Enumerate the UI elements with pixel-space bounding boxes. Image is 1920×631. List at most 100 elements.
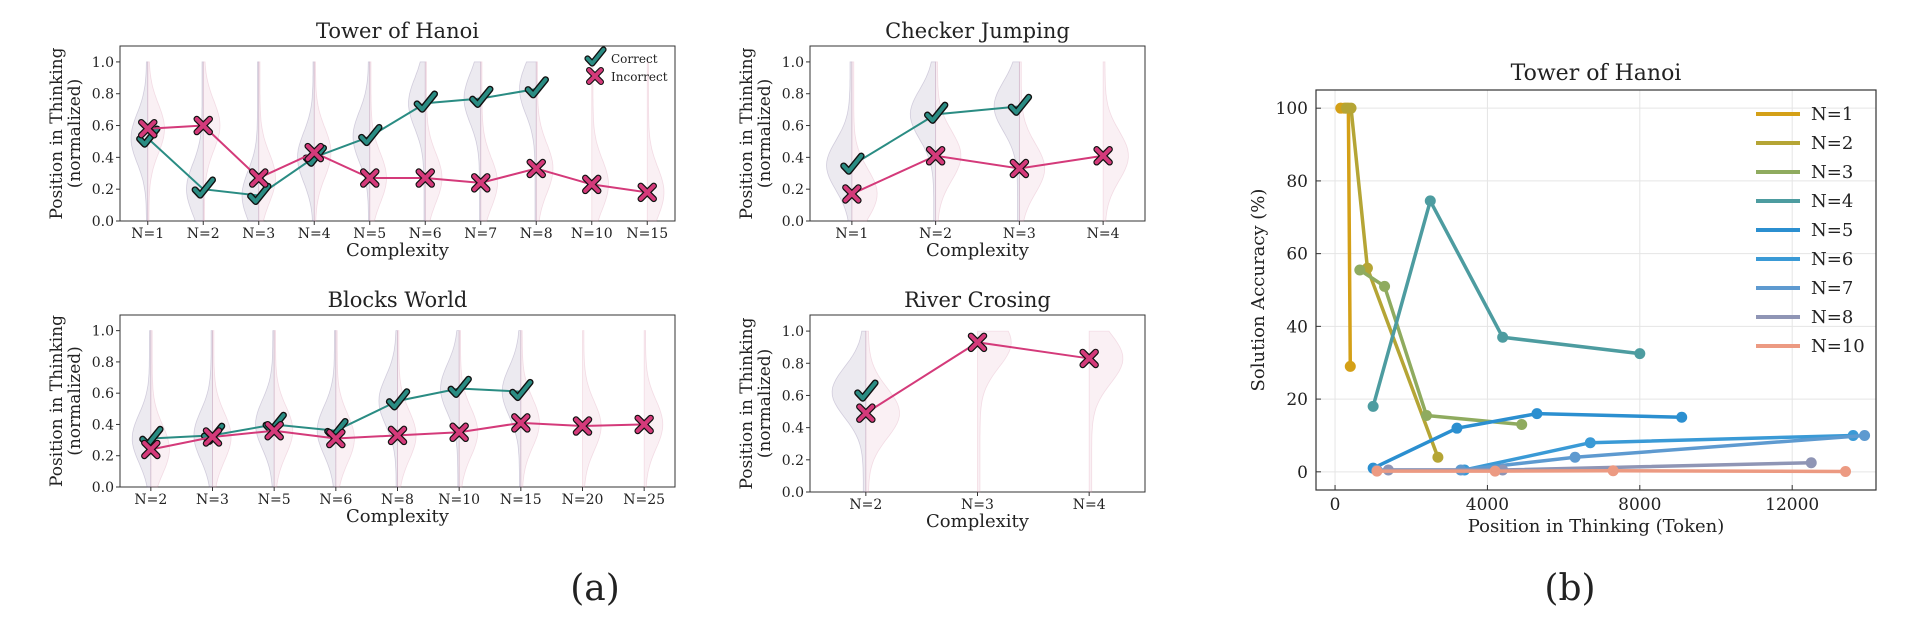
violin-incorrect-1 (977, 330, 1012, 493)
series-point (1569, 451, 1581, 463)
y-tick-label: 0.8 (782, 87, 804, 103)
marker-incorrect-0-fill (142, 440, 160, 458)
x-tick-label: N=2 (849, 497, 882, 513)
x-tick-label: N=10 (438, 492, 480, 508)
marker-incorrect-4-fill (361, 169, 379, 187)
violin-incorrect-4 (397, 330, 417, 488)
small-chart-2: 0.0 0.2 0.4 0.6 0.8 1.0 N=1 N=2 N=3 N=4 Checker Ju… (737, 19, 1146, 261)
x-tick-label: N=1 (835, 226, 868, 242)
legend-marker-correct-fill (585, 47, 606, 66)
marker-incorrect-3 (326, 428, 346, 449)
plot-frame (809, 45, 1146, 222)
series-n-4 (1367, 195, 1646, 412)
y-tick-label: 1.0 (782, 55, 804, 71)
violin-incorrect-0 (851, 61, 878, 222)
marker-incorrect-0-fill (857, 404, 875, 422)
series-point (1371, 465, 1383, 477)
x-tick-label: N=6 (319, 492, 352, 508)
series-n-10 (1371, 465, 1852, 477)
marker-incorrect-3 (304, 142, 324, 163)
x-axis-label: Complexity (346, 240, 450, 261)
legend-label-incorrect: Incorrect (611, 70, 668, 84)
marker-incorrect-2 (249, 168, 269, 188)
marker-incorrect-0 (138, 118, 158, 139)
series-point (1676, 411, 1688, 423)
marker-incorrect-1 (193, 115, 213, 136)
plot-frame (119, 45, 676, 222)
y-tick-label: 1.0 (92, 55, 114, 71)
x-tick-label: 12000 (1765, 495, 1819, 515)
chart-title: River Crosing (904, 288, 1051, 312)
violin-incorrect-6 (480, 61, 498, 222)
legend-label: N=3 (1811, 162, 1853, 183)
x-tick-label: N=20 (562, 492, 604, 508)
series-line (1371, 199, 1641, 407)
marker-incorrect-6-fill (512, 414, 530, 432)
violin-incorrect-7 (582, 330, 602, 488)
x-tick-label: N=4 (1087, 226, 1120, 242)
marker-correct-0 (854, 379, 879, 402)
legend-label: N=6 (1811, 249, 1853, 270)
marker-correct-5 (413, 90, 439, 113)
y-tick-label: 0.2 (92, 449, 114, 465)
violin-correct-1 (193, 330, 213, 488)
y-tick-label: 0.8 (782, 356, 804, 372)
marker-incorrect-7 (526, 158, 546, 179)
marker-incorrect-4 (387, 425, 408, 446)
y-axis-label-line-1: Position in Thinking (737, 317, 757, 489)
marker-incorrect-8-fill (635, 415, 653, 433)
marker-incorrect-6 (471, 173, 491, 193)
y-tick-label: 0.2 (782, 182, 804, 198)
y-tick-label: 20 (1286, 390, 1308, 410)
chart-title: Checker Jumping (885, 19, 1070, 43)
marker-incorrect-8 (582, 174, 602, 195)
violin-incorrect-2 (273, 330, 294, 488)
panel-label-b: (b) (1544, 568, 1595, 609)
marker-incorrect-5-fill (450, 423, 468, 441)
legend-label: N=4 (1811, 191, 1853, 212)
marker-correct-2-fill (248, 184, 271, 204)
y-tick-label: 1.0 (92, 324, 114, 340)
violin-incorrect-8 (591, 61, 609, 222)
series-point (1531, 408, 1543, 420)
marker-incorrect-6-fill (472, 174, 490, 192)
y-tick-label: 0.2 (92, 182, 114, 198)
x-tick-label: N=15 (626, 226, 668, 242)
marker-correct-6 (469, 85, 494, 108)
marker-correct-4-fill (359, 125, 382, 145)
chart-title: Blocks World (328, 288, 468, 312)
y-axis-label-line-2: (normalized) (65, 346, 85, 456)
small-chart-1: 0.0 0.2 0.4 0.6 0.8 1.0 N=1 N=2 N=3 N=4 N=5 N=6 N=7 N… (47, 19, 676, 261)
marker-correct-4 (358, 123, 383, 147)
violin-correct-6 (463, 61, 482, 222)
marker-incorrect-2-fill (250, 169, 268, 187)
series-line (1340, 106, 1353, 367)
marker-incorrect-1-fill (927, 147, 945, 165)
marker-incorrect-2 (1079, 348, 1099, 369)
marker-incorrect-2-fill (1080, 349, 1098, 367)
marker-correct-1 (923, 101, 949, 124)
marker-incorrect-1-fill (968, 333, 987, 351)
violin-incorrect-7 (535, 61, 554, 222)
marker-incorrect-7 (572, 416, 593, 436)
violin-incorrect-9 (646, 61, 665, 222)
marker-correct-5 (447, 375, 472, 398)
marker-incorrect-2 (264, 420, 284, 441)
x-tick-label: N=6 (409, 226, 442, 242)
legend-marker-incorrect-fill (587, 68, 603, 84)
series-line (1388, 460, 1812, 472)
violin-correct-5 (408, 61, 426, 222)
legend-label-correct: Correct (611, 52, 658, 66)
marker-incorrect-4-fill (388, 426, 407, 444)
y-tick-label: 60 (1286, 245, 1308, 265)
series-point (1354, 264, 1366, 276)
series-point (1451, 422, 1463, 434)
x-axis-label: Complexity (346, 506, 450, 527)
series-point (1424, 195, 1436, 207)
x-tick-label: N=2 (187, 226, 220, 242)
violin-incorrect-3 (313, 61, 332, 222)
x-tick-label: N=4 (298, 226, 331, 242)
legend-label: N=10 (1811, 336, 1865, 357)
violin-incorrect-1 (212, 330, 232, 488)
violin-incorrect-5 (458, 330, 479, 488)
